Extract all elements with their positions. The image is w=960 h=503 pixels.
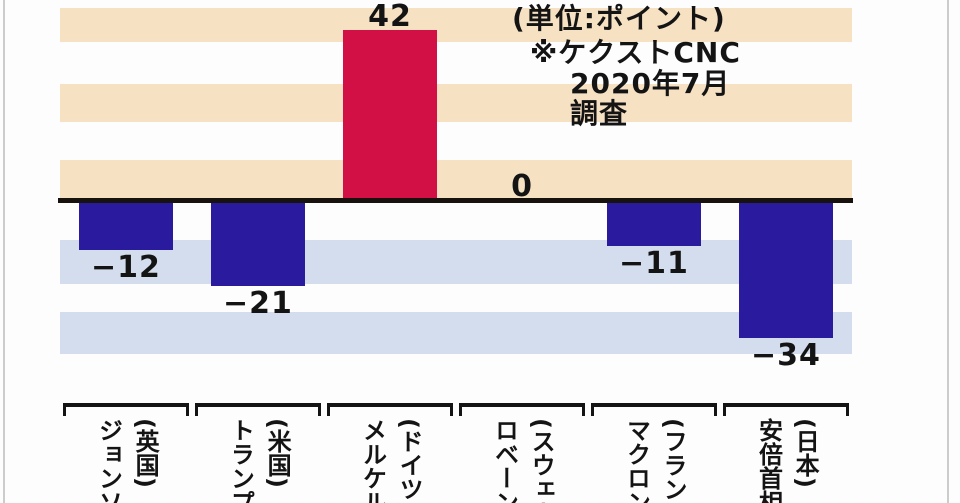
background-stripe-beige bbox=[60, 160, 852, 198]
category-label-columns: ロベーン首相 (スウェーデン) bbox=[456, 418, 588, 503]
category-label-group-3: ロベーン首相 (スウェーデン) bbox=[456, 403, 588, 503]
bar-5 bbox=[739, 202, 833, 338]
source-note-line2: 2020年7月 bbox=[570, 67, 731, 100]
category-bracket bbox=[63, 403, 189, 416]
country-name: (ドイツ) bbox=[395, 418, 424, 503]
category-bracket bbox=[195, 403, 321, 416]
value-label-0: −12 bbox=[91, 250, 161, 285]
leader-name: メルケル首相 bbox=[358, 418, 387, 503]
category-label-group-2: メルケル首相 (ドイツ) bbox=[324, 403, 456, 503]
category-label-columns: ジョンソン首相 (英国) bbox=[60, 418, 192, 503]
background-stripe-beige bbox=[60, 8, 852, 42]
zero-axis-line bbox=[58, 198, 853, 203]
category-label-columns: トランプ大統領 (米国) bbox=[192, 418, 324, 503]
category-label-columns: マクロン大統領 (フランス) bbox=[588, 418, 720, 503]
leader-name: トランプ大統領 bbox=[226, 418, 255, 503]
value-label-5: −34 bbox=[751, 338, 821, 373]
source-note-line1: ※ケクストCNC bbox=[530, 36, 741, 69]
bar-2 bbox=[343, 30, 437, 198]
category-bracket bbox=[723, 403, 849, 416]
country-name: (フランス) bbox=[659, 418, 688, 503]
category-label-columns: メルケル首相 (ドイツ) bbox=[324, 418, 456, 503]
category-label-group-5: 安倍首相 (日本) bbox=[720, 403, 852, 503]
leader-name: マクロン大統領 bbox=[622, 418, 651, 503]
photo-left-border-line bbox=[3, 0, 5, 503]
source-note-line3: 調査 bbox=[570, 97, 629, 130]
category-bracket bbox=[327, 403, 453, 416]
bar-1 bbox=[211, 202, 305, 286]
country-name: (米国) bbox=[263, 418, 292, 488]
value-label-4: −11 bbox=[619, 246, 689, 281]
background-stripe-beige bbox=[60, 84, 852, 122]
leader-name: ロベーン首相 bbox=[490, 418, 519, 503]
bar-0 bbox=[79, 202, 173, 250]
photo-right-border-line bbox=[947, 0, 949, 503]
value-label-1: −21 bbox=[223, 286, 293, 321]
category-label-columns: 安倍首相 (日本) bbox=[720, 418, 852, 503]
category-label-group-1: トランプ大統領 (米国) bbox=[192, 403, 324, 503]
category-label-group-0: ジョンソン首相 (英国) bbox=[60, 403, 192, 503]
category-label-group-4: マクロン大統領 (フランス) bbox=[588, 403, 720, 503]
country-name: (スウェーデン) bbox=[527, 418, 556, 503]
bar-4 bbox=[607, 202, 701, 246]
country-name: (日本) bbox=[791, 418, 820, 488]
leader-name: 安倍首相 bbox=[754, 418, 783, 503]
country-name: (英国) bbox=[131, 418, 160, 488]
background-stripe-blue bbox=[60, 240, 852, 284]
category-bracket bbox=[591, 403, 717, 416]
unit-note: (単位:ポイント) bbox=[512, 2, 726, 35]
leader-name: ジョンソン首相 bbox=[94, 418, 123, 503]
value-label-2: 42 bbox=[368, 0, 412, 34]
background-stripe-blue bbox=[60, 312, 852, 354]
category-bracket bbox=[459, 403, 585, 416]
value-label-3: 0 bbox=[511, 169, 533, 204]
